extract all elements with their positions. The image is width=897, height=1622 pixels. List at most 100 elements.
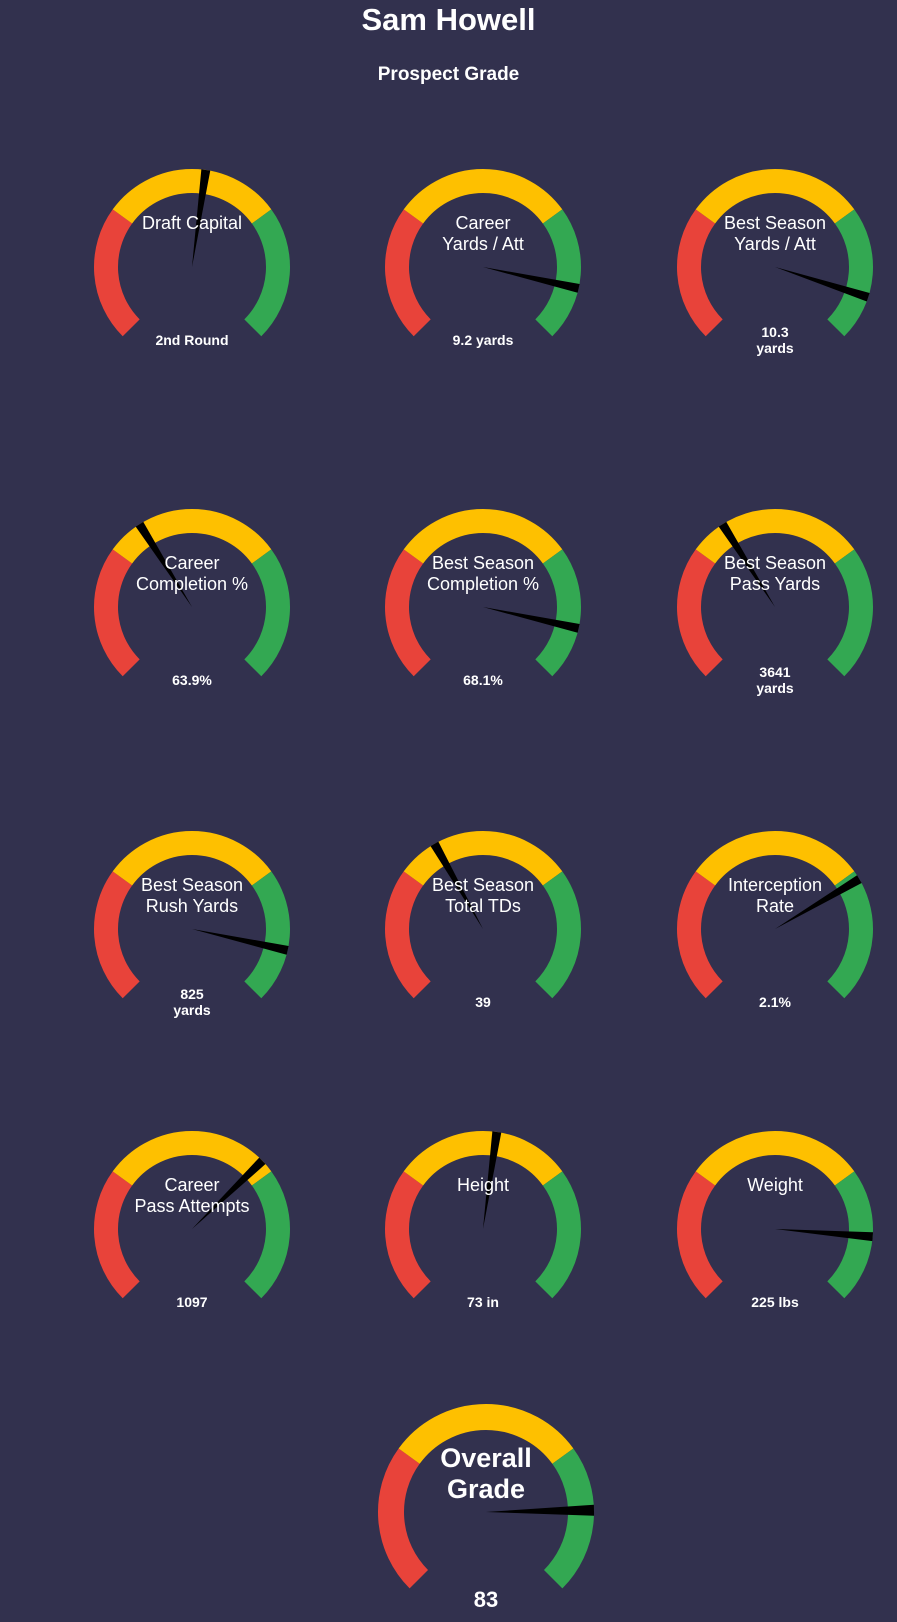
career-completion-band-mid bbox=[112, 509, 272, 564]
career-completion-value: 63.9% bbox=[172, 672, 212, 688]
interception-rate-needle bbox=[775, 875, 862, 929]
best-season-pass-yards-label: Pass Yards bbox=[730, 574, 820, 594]
career-pass-attempts-needle bbox=[192, 1157, 266, 1229]
overall-grade-band-low bbox=[378, 1448, 429, 1589]
best-season-completion-label: Completion % bbox=[427, 574, 539, 594]
best-season-completion-band-mid bbox=[403, 509, 563, 564]
best-season-completion-band-high bbox=[535, 549, 581, 677]
height-band-high bbox=[535, 1171, 581, 1299]
weight-band-mid bbox=[695, 1131, 855, 1186]
overall-grade-band-mid bbox=[398, 1404, 574, 1465]
best-season-yards-att-band-mid bbox=[695, 169, 855, 224]
best-season-total-tds-band-low bbox=[385, 871, 431, 999]
career-pass-attempts-band-high bbox=[244, 1171, 290, 1299]
career-completion-needle bbox=[135, 521, 192, 607]
interception-rate-band-low bbox=[677, 871, 723, 999]
career-pass-attempts-band-mid bbox=[112, 1131, 272, 1186]
height-band-low bbox=[385, 1171, 431, 1299]
best-season-rush-yards-band-high bbox=[244, 871, 290, 999]
best-season-rush-yards-band-mid bbox=[112, 831, 272, 886]
best-season-rush-yards-band-low bbox=[94, 871, 140, 999]
best-season-total-tds-band-high bbox=[535, 871, 581, 999]
best-season-rush-yards-needle bbox=[192, 929, 289, 955]
best-season-completion-band-low bbox=[385, 549, 431, 677]
career-yards-att-label: Career bbox=[455, 213, 510, 233]
best-season-completion-value: 68.1% bbox=[463, 672, 503, 688]
interception-rate-label: Rate bbox=[756, 896, 794, 916]
draft-capital-band-mid bbox=[112, 169, 272, 224]
best-season-pass-yards-needle bbox=[718, 521, 775, 607]
overall-grade-label: Grade bbox=[447, 1474, 525, 1504]
best-season-yards-att-band-high bbox=[827, 209, 873, 337]
interception-rate-band-high bbox=[827, 871, 873, 999]
best-season-total-tds-label: Total TDs bbox=[445, 896, 521, 916]
weight-label: Weight bbox=[747, 1175, 803, 1195]
best-season-total-tds-label: Best Season bbox=[432, 875, 534, 895]
career-completion-band-low bbox=[94, 549, 140, 677]
career-pass-attempts-value: 1097 bbox=[176, 1294, 207, 1310]
best-season-rush-yards-label: Best Season bbox=[141, 875, 243, 895]
page-subtitle: Prospect Grade bbox=[377, 64, 520, 85]
weight-needle bbox=[775, 1229, 874, 1242]
height-label: Height bbox=[457, 1175, 509, 1195]
career-pass-attempts-label: Career bbox=[164, 1175, 219, 1195]
career-yards-att-band-mid bbox=[403, 169, 563, 224]
best-season-rush-yards-value: 825 bbox=[180, 986, 204, 1002]
best-season-pass-yards-label: Best Season bbox=[724, 553, 826, 573]
interception-rate-band-mid bbox=[695, 831, 855, 886]
height-band-mid bbox=[403, 1131, 563, 1186]
best-season-pass-yards-band-mid bbox=[695, 509, 855, 564]
weight-band-low bbox=[677, 1171, 723, 1299]
overall-grade-band-high bbox=[543, 1448, 594, 1589]
height-gauge: Height 73 in bbox=[385, 1131, 581, 1310]
weight-gauge: Weight 225 lbs bbox=[677, 1131, 874, 1310]
draft-capital-band-high bbox=[244, 209, 290, 337]
height-value: 73 in bbox=[467, 1294, 499, 1310]
best-season-completion-needle bbox=[483, 607, 580, 633]
career-completion-band-high bbox=[244, 549, 290, 677]
weight-value: 225 lbs bbox=[751, 1294, 799, 1310]
career-yards-att-value: 9.2 yards bbox=[453, 332, 514, 348]
best-season-total-tds-needle bbox=[430, 841, 483, 929]
best-season-total-tds-band-mid bbox=[403, 831, 563, 886]
best-season-pass-yards-band-low bbox=[677, 549, 723, 677]
draft-capital-label: Draft Capital bbox=[142, 213, 242, 233]
career-pass-attempts-label: Pass Attempts bbox=[134, 1196, 249, 1216]
overall-grade-label: Overall bbox=[440, 1443, 532, 1473]
best-season-rush-yards-label: Rush Yards bbox=[146, 896, 238, 916]
draft-capital-needle bbox=[192, 169, 211, 267]
best-season-pass-yards-band-high bbox=[827, 549, 873, 677]
career-completion-label: Career bbox=[164, 553, 219, 573]
draft-capital-gauge: Draft Capital 2nd Round bbox=[94, 169, 290, 348]
draft-capital-value: 2nd Round bbox=[155, 332, 228, 348]
career-yards-att-band-low bbox=[385, 209, 431, 337]
best-season-yards-att-value: 10.3 bbox=[761, 324, 788, 340]
career-yards-att-needle bbox=[483, 267, 580, 293]
overall-grade-value: 83 bbox=[474, 1587, 498, 1612]
best-season-total-tds-value: 39 bbox=[475, 994, 491, 1010]
page-title: Sam Howell bbox=[361, 2, 536, 37]
draft-capital-band-low bbox=[94, 209, 140, 337]
best-season-pass-yards-value: yards bbox=[756, 680, 794, 696]
interception-rate-label: Interception bbox=[728, 875, 822, 895]
career-pass-attempts-band-low bbox=[94, 1171, 140, 1299]
career-completion-label: Completion % bbox=[136, 574, 248, 594]
interception-rate-value: 2.1% bbox=[759, 994, 791, 1010]
height-needle bbox=[483, 1131, 502, 1229]
career-yards-att-band-high bbox=[535, 209, 581, 337]
overall-grade-needle bbox=[486, 1504, 595, 1516]
best-season-yards-att-needle bbox=[775, 267, 870, 302]
best-season-yards-att-value: yards bbox=[756, 340, 794, 356]
best-season-yards-att-band-low bbox=[677, 209, 723, 337]
